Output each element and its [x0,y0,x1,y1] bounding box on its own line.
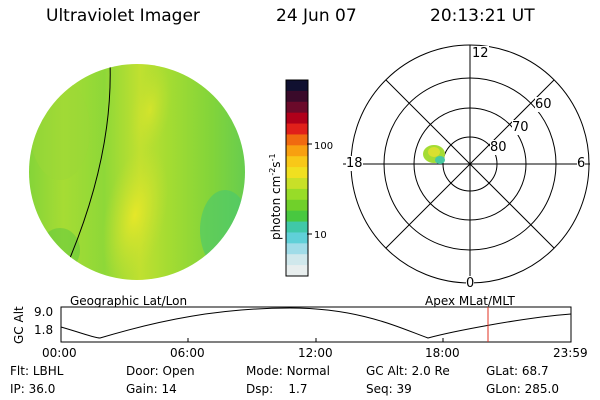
glon-value: 285.0 [524,382,559,396]
colorbar-segment [286,210,308,223]
glat-info: GLat: 68.7 [486,364,549,378]
gain-value: 14 [161,382,177,396]
mode-info: Mode: Normal [246,364,330,378]
seq-label: Seq: [366,382,393,396]
gain-label: Gain: [126,382,158,396]
x-tick-4: 23:59 [553,346,588,360]
filter-value: LBHL [32,364,64,378]
colorbar-segment [286,167,308,179]
colorbar-segment [286,101,308,114]
x-tick-0: 00:00 [42,346,77,360]
colorbar [285,79,309,277]
dsp-label: Dsp: [246,382,274,396]
mode-label: Mode: [246,364,283,378]
x-tick-1: 06:00 [170,346,205,360]
instrument-title: Ultraviolet Imager [46,6,200,26]
glon-label: GLon: [486,382,521,396]
dsp-info: Dsp: 1.7 [246,382,308,396]
colorbar-segment [286,188,308,201]
glon-info: GLon: 285.0 [486,382,559,396]
polar-label-18: 18 [346,156,363,171]
colorbar-segment [286,265,308,277]
ip-value: 36.0 [28,382,56,396]
gcalt-value: 2.0 Re [411,364,450,378]
mode-value: Normal [286,364,330,378]
door-value: Open [162,364,195,378]
colorbar-segment [286,178,308,190]
ip-info: IP: 36.0 [10,382,55,396]
door-info: Door: Open [126,364,195,378]
colorbar-border [285,79,309,277]
colorbar-segment [286,221,308,233]
colorbar-ticks [307,143,312,235]
geographic-caption: Geographic Lat/Lon [70,294,188,308]
dsp-value: 1.7 [288,382,308,396]
filter-label: Flt: [10,364,29,378]
colorbar-segment [286,112,308,125]
colorbar-segment [286,123,308,135]
colorbar-segment [286,145,308,157]
polar-label-12: 12 [472,46,489,61]
colorbar-segment [286,90,308,103]
colorbar-segment [286,134,308,146]
gc-alt-max: 9.0 [34,305,54,319]
x-tick-2: 12:00 [298,346,333,360]
ip-label: IP: [10,382,25,396]
polar-diagonal-2 [385,79,555,249]
altitude-curve [60,307,572,339]
colorbar-segment [286,232,308,244]
time-label: 20:13:21 UT [430,6,535,26]
seq-value: 39 [396,382,412,396]
colorbar-segment [286,199,308,212]
polar-label-6: 6 [577,156,586,171]
altitude-plot-frame [60,306,572,343]
polar-lat-70: 70 [512,120,529,135]
colorbar-tick-100: 100 [314,141,334,152]
colorbar-segment [286,156,308,168]
glat-label: GLat: [486,364,519,378]
polar-lat-80: 80 [490,140,507,155]
gain-info: Gain: 14 [126,382,177,396]
apex-caption: Apex MLat/MLT [425,294,515,308]
colorbar-segment [286,254,308,266]
door-label: Door: [126,364,159,378]
polar-aurora-blob [423,145,445,164]
filter-info: Flt: LBHL [10,364,63,378]
date-label: 24 Jun 07 [276,6,357,26]
glat-value: 68.7 [521,364,549,378]
seq-info: Seq: 39 [366,382,412,396]
colorbar-segment [286,243,308,255]
polar-lat-60: 60 [535,97,552,112]
colorbar-segment [286,80,308,92]
gc-alt-min: 1.8 [34,323,54,337]
polar-label-0: 0 [466,276,475,291]
colorbar-tick-10: 10 [314,230,327,241]
gcalt-label: GC Alt: [366,364,408,378]
gcalt-info: GC Alt: 2.0 Re [366,364,450,378]
x-tick-3: 18:00 [425,346,460,360]
